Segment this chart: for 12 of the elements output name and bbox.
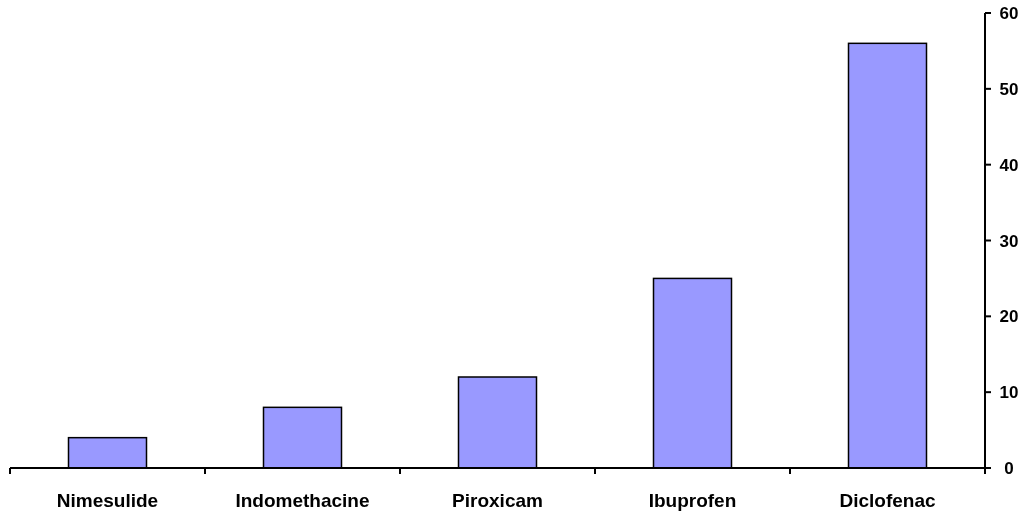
y-tick-label: 40 — [999, 155, 1019, 175]
x-tick-label: Nimesulide — [56, 490, 159, 511]
x-tick-label: Diclofenac — [839, 490, 936, 511]
y-tick-label: 60 — [999, 4, 1019, 23]
x-tick-label: Ibuprofen — [648, 490, 737, 511]
y-tick-label: 10 — [999, 383, 1019, 403]
y-tick-label: 0 — [1004, 459, 1014, 478]
y-tick-label: 30 — [999, 231, 1019, 251]
x-tick-label: Indomethacine — [235, 490, 370, 511]
y-tick-label: 50 — [999, 79, 1019, 99]
y-tick-label: 20 — [999, 307, 1019, 327]
x-tick-label: Piroxicam — [452, 490, 543, 511]
